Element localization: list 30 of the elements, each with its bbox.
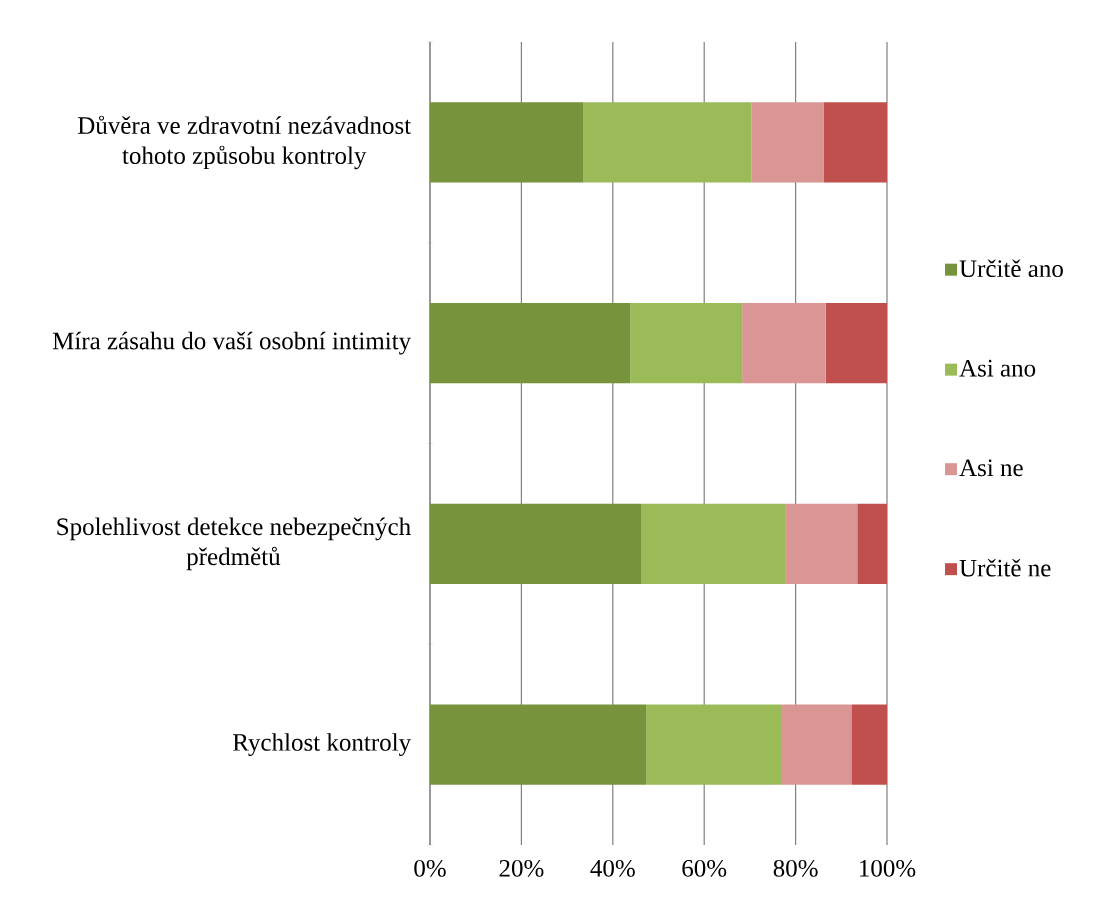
x-tick-label: 40% (590, 859, 635, 877)
bar (742, 302, 826, 384)
legend-label: Určitě ano (959, 259, 1063, 278)
bar (641, 503, 786, 585)
bar (430, 302, 631, 384)
bar (823, 102, 888, 183)
bar (785, 503, 858, 585)
legend-label: Asi ne (959, 459, 1023, 477)
bar (430, 503, 642, 585)
bar (583, 102, 752, 183)
y-tick-label: Spolehlivost detekce nebezpečných předmětů (57, 517, 411, 571)
bar (430, 102, 584, 183)
legend-label: Určitě ne (959, 558, 1051, 577)
bar (780, 704, 852, 785)
bar (851, 704, 888, 785)
x-tick-label: 20% (499, 859, 544, 877)
x-tick-label: 80% (773, 859, 818, 877)
x-tick-label: 100% (860, 859, 916, 877)
bar (825, 302, 888, 384)
x-tick-label: 60% (682, 859, 727, 877)
bar (751, 102, 824, 183)
x-tick-label: 0% (414, 859, 446, 877)
y-tick-label: Míra zásahu do vaší osobní intimity (52, 331, 412, 355)
bar (430, 704, 647, 785)
y-tick-label: Důvěra ve zdravotní nezávadnost tohoto způsobu kontroly (77, 115, 411, 170)
legend-label: Asi ano (959, 359, 1036, 377)
bar (646, 704, 781, 785)
y-tick-label: Rychlost kontroly (232, 733, 412, 756)
bar (857, 503, 888, 585)
bar (630, 302, 743, 384)
